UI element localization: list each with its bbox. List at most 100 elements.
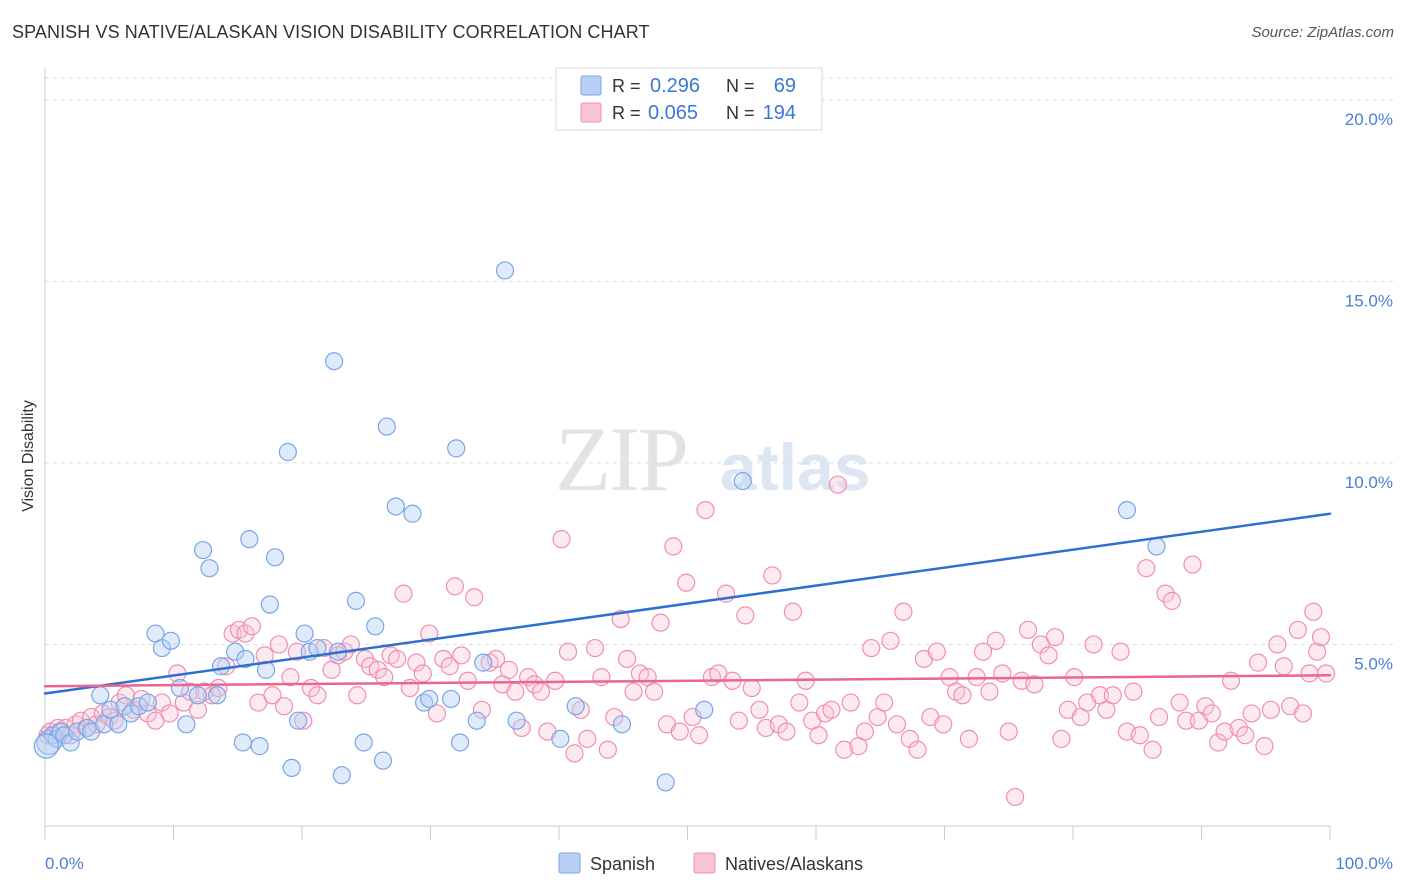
- stats-r-value-spanish: 0.296: [650, 75, 700, 97]
- natives-point: [1006, 787, 1025, 807]
- natives-point: [531, 682, 551, 701]
- legend-swatch-natives: [693, 852, 716, 874]
- natives-point: [1143, 740, 1162, 759]
- natives-point: [953, 686, 972, 705]
- natives-point: [1209, 733, 1228, 752]
- natives-point: [506, 682, 525, 701]
- natives-point: [585, 638, 605, 658]
- spanish-point: [33, 733, 59, 759]
- x-axis-ticks: [44, 826, 1331, 840]
- spanish-point: [612, 715, 632, 734]
- natives-point: [729, 711, 749, 730]
- natives-point: [894, 602, 913, 621]
- chart-title: SPANISH VS NATIVE/ALASKAN VISION DISABIL…: [12, 22, 650, 42]
- spanish-point: [278, 442, 297, 462]
- natives-point: [263, 686, 282, 705]
- natives-point: [1196, 697, 1215, 716]
- natives-point: [472, 700, 491, 719]
- spanish-point: [129, 697, 148, 716]
- spanish-point: [1147, 537, 1166, 556]
- natives-point: [387, 649, 407, 669]
- spanish-point: [495, 261, 515, 280]
- spanish-point: [282, 758, 301, 778]
- natives-point: [1183, 555, 1202, 574]
- natives-point: [670, 722, 689, 741]
- watermark: ZIP atlas: [555, 408, 870, 510]
- spanish-point: [265, 548, 285, 567]
- spanish-point: [200, 559, 219, 578]
- natives-point: [249, 693, 268, 712]
- y-tick-label: 20.0%: [1345, 110, 1393, 129]
- natives-point: [605, 707, 624, 727]
- y-tick-label: 15.0%: [1345, 291, 1393, 310]
- natives-point: [1317, 664, 1336, 683]
- natives-point: [558, 642, 578, 661]
- natives-point: [822, 700, 841, 719]
- spanish-point: [332, 766, 351, 785]
- natives-point: [934, 715, 953, 734]
- natives-point: [434, 649, 453, 669]
- spanish-point: [115, 697, 134, 716]
- spanish-point: [233, 733, 252, 752]
- natives-point: [683, 707, 702, 727]
- natives-point: [427, 704, 447, 723]
- spanish-point: [161, 631, 181, 650]
- natives-point: [274, 697, 294, 716]
- natives-point: [348, 686, 367, 705]
- natives-point: [440, 657, 459, 676]
- natives-point: [875, 693, 894, 712]
- chart-source: Source: ZipAtlas.com: [1251, 24, 1394, 41]
- natives-point: [809, 726, 828, 745]
- stats-r-value-natives: 0.065: [648, 102, 698, 124]
- natives-point: [835, 740, 854, 759]
- natives-point: [651, 613, 670, 632]
- natives-point: [1229, 718, 1248, 738]
- natives-point: [790, 693, 809, 712]
- stats-n-value-natives: 194: [763, 102, 796, 124]
- spanish-point: [177, 715, 196, 734]
- natives-point: [1124, 682, 1143, 701]
- natives-point: [1268, 635, 1287, 654]
- natives-point: [999, 722, 1018, 741]
- spanish-point: [188, 686, 208, 705]
- spanish-point: [101, 700, 120, 719]
- spanish-point: [551, 729, 570, 748]
- natives-point: [368, 660, 387, 679]
- natives-point: [465, 588, 484, 607]
- natives-point: [908, 740, 927, 759]
- natives-point: [1156, 584, 1175, 603]
- natives-point: [565, 744, 584, 763]
- natives-point: [1149, 707, 1169, 727]
- natives-point: [1293, 704, 1313, 723]
- series-natives-points: [38, 475, 1336, 807]
- natives-point: [624, 682, 643, 701]
- natives-point: [1274, 657, 1293, 676]
- natives-point: [242, 617, 261, 636]
- x-tick-label-max: 100.0%: [1335, 854, 1393, 873]
- spanish-point: [507, 711, 526, 730]
- natives-point: [1255, 737, 1274, 756]
- natives-point: [525, 675, 544, 694]
- spanish-point: [61, 733, 80, 752]
- natives-point: [1111, 642, 1130, 661]
- natives-point: [1300, 664, 1319, 683]
- spanish-point: [109, 715, 128, 734]
- series-spanish-points: [33, 261, 1166, 792]
- spanish-point: [386, 497, 405, 516]
- legend-label-spanish: Spanish: [590, 854, 655, 874]
- natives-point: [677, 573, 696, 592]
- spanish-point: [566, 697, 585, 716]
- natives-point: [1025, 675, 1044, 694]
- spanish-point: [193, 540, 213, 560]
- spanish-point: [170, 678, 190, 698]
- natives-point: [664, 537, 683, 556]
- y-axis-title: Vision Disability: [20, 400, 37, 512]
- natives-point: [1248, 653, 1268, 672]
- natives-point: [308, 686, 327, 705]
- natives-point: [1103, 686, 1122, 705]
- y-tick-label: 5.0%: [1354, 654, 1393, 673]
- natives-point: [592, 668, 611, 687]
- series-legend: Spanish Natives/Alaskans: [558, 852, 863, 874]
- natives-point: [696, 500, 715, 520]
